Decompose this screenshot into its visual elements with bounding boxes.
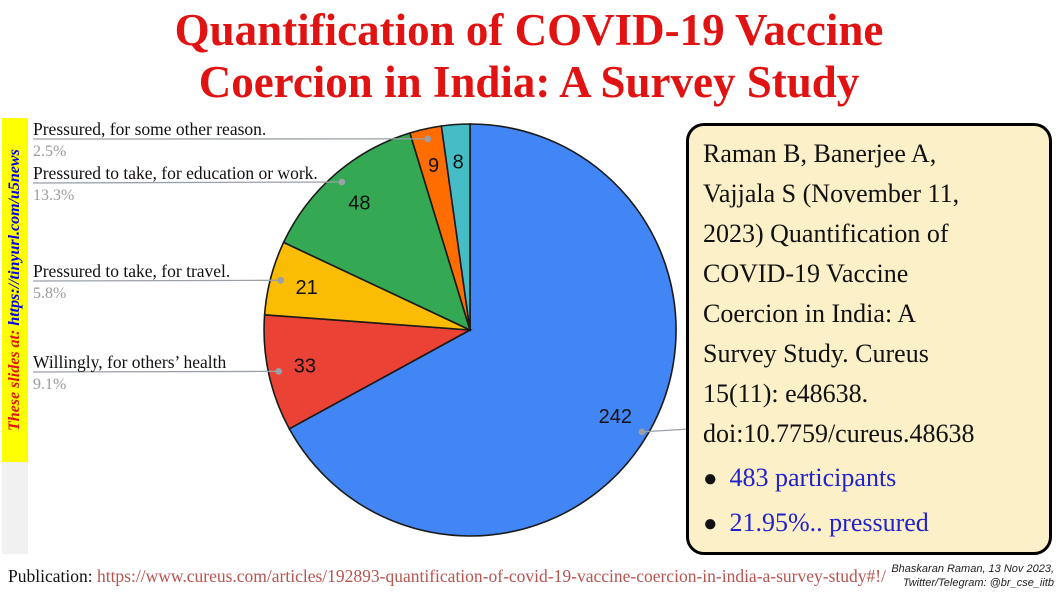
citation-bullets: ● 483 participants ● 21.95%.. pressured [703, 456, 1035, 546]
pie-slice-8 [440, 123, 471, 331]
leader-line [32, 279, 281, 282]
callout-willingly-others-health: Willingly, for others’ health 9.1% [33, 352, 226, 394]
callout-label: Pressured, for some other reason. [33, 119, 267, 139]
author-credit: Bhaskaran Raman, 13 Nov 2023, Twitter/Te… [891, 562, 1054, 590]
bullet-icon: ● [703, 466, 718, 492]
slice-value-label: 48 [348, 192, 370, 214]
leader-dot [275, 368, 283, 375]
slice-value-label: 8 [453, 152, 464, 174]
callout-percent: 5.8% [33, 285, 67, 302]
callout-label: Pressured to take, for travel. [33, 261, 231, 281]
leader-line [32, 370, 279, 373]
credit-line1: Bhaskaran Raman, 13 Nov 2023, [891, 563, 1054, 575]
publication-label: Publication: [8, 566, 97, 586]
pie-slice-242 [288, 123, 677, 537]
callout-percent: 9.1% [33, 376, 67, 393]
bullet-text: 21.95%.. pressured [729, 508, 929, 537]
sidebar-text: These slides at: https://tinyurl.com/u5n… [6, 149, 24, 431]
publication-line: Publication: https://www.cureus.com/arti… [8, 566, 886, 587]
callout-percent: 13.3% [33, 187, 75, 204]
leader-dot [277, 276, 285, 284]
citation-box: Raman B, Banerjee A, Vajjala S (November… [686, 123, 1052, 555]
slide-title: Quantification of COVID-19 Vaccine Coerc… [0, 4, 1058, 108]
slice-value-label: 242 [599, 406, 632, 428]
slice-value-label: 9 [428, 155, 439, 177]
callout-some-other-reason: Pressured, for some other reason. 2.5% [33, 119, 266, 161]
leader-dot [338, 178, 346, 186]
slice-value-label: 21 [295, 277, 317, 299]
bullet-text: 483 participants [729, 463, 897, 492]
leader-dot [638, 428, 646, 436]
pie-slice-33 [263, 313, 473, 430]
callout-percent: 2.5% [33, 143, 67, 160]
bullet-pressured: ● 21.95%.. pressured [703, 501, 1035, 546]
publication-url-link[interactable]: https://www.cureus.com/articles/192893-q… [96, 566, 886, 586]
callout-education-or-work: Pressured to take, for education or work… [33, 163, 318, 205]
callout-label: Willingly, for others’ health [33, 352, 227, 372]
callout-travel: Pressured to take, for travel. 5.8% [33, 261, 230, 303]
leader-line [641, 428, 690, 433]
leader-dot [424, 135, 432, 143]
sidebar-url-link[interactable]: https://tinyurl.com/u5news [6, 149, 23, 326]
bullet-icon: ● [703, 511, 718, 537]
credit-line2: Twitter/Telegram: @br_cse_iitb [902, 577, 1054, 589]
sidebar-shadow [2, 462, 28, 554]
citation-text: Raman B, Banerjee A, Vajjala S (November… [703, 139, 975, 448]
sidebar-prefix: These slides at: [6, 325, 23, 431]
slides-url-sidebar: These slides at: https://tinyurl.com/u5n… [2, 118, 28, 462]
slice-value-label: 33 [294, 356, 316, 378]
slide-title-line1: Quantification of COVID-19 Vaccine [174, 5, 884, 55]
bullet-participants: ● 483 participants [703, 456, 1035, 501]
slide-title-line2: Coercion in India: A Survey Study [198, 57, 860, 107]
leader-line [32, 181, 342, 184]
callout-label: Pressured to take, for education or work… [33, 163, 318, 183]
